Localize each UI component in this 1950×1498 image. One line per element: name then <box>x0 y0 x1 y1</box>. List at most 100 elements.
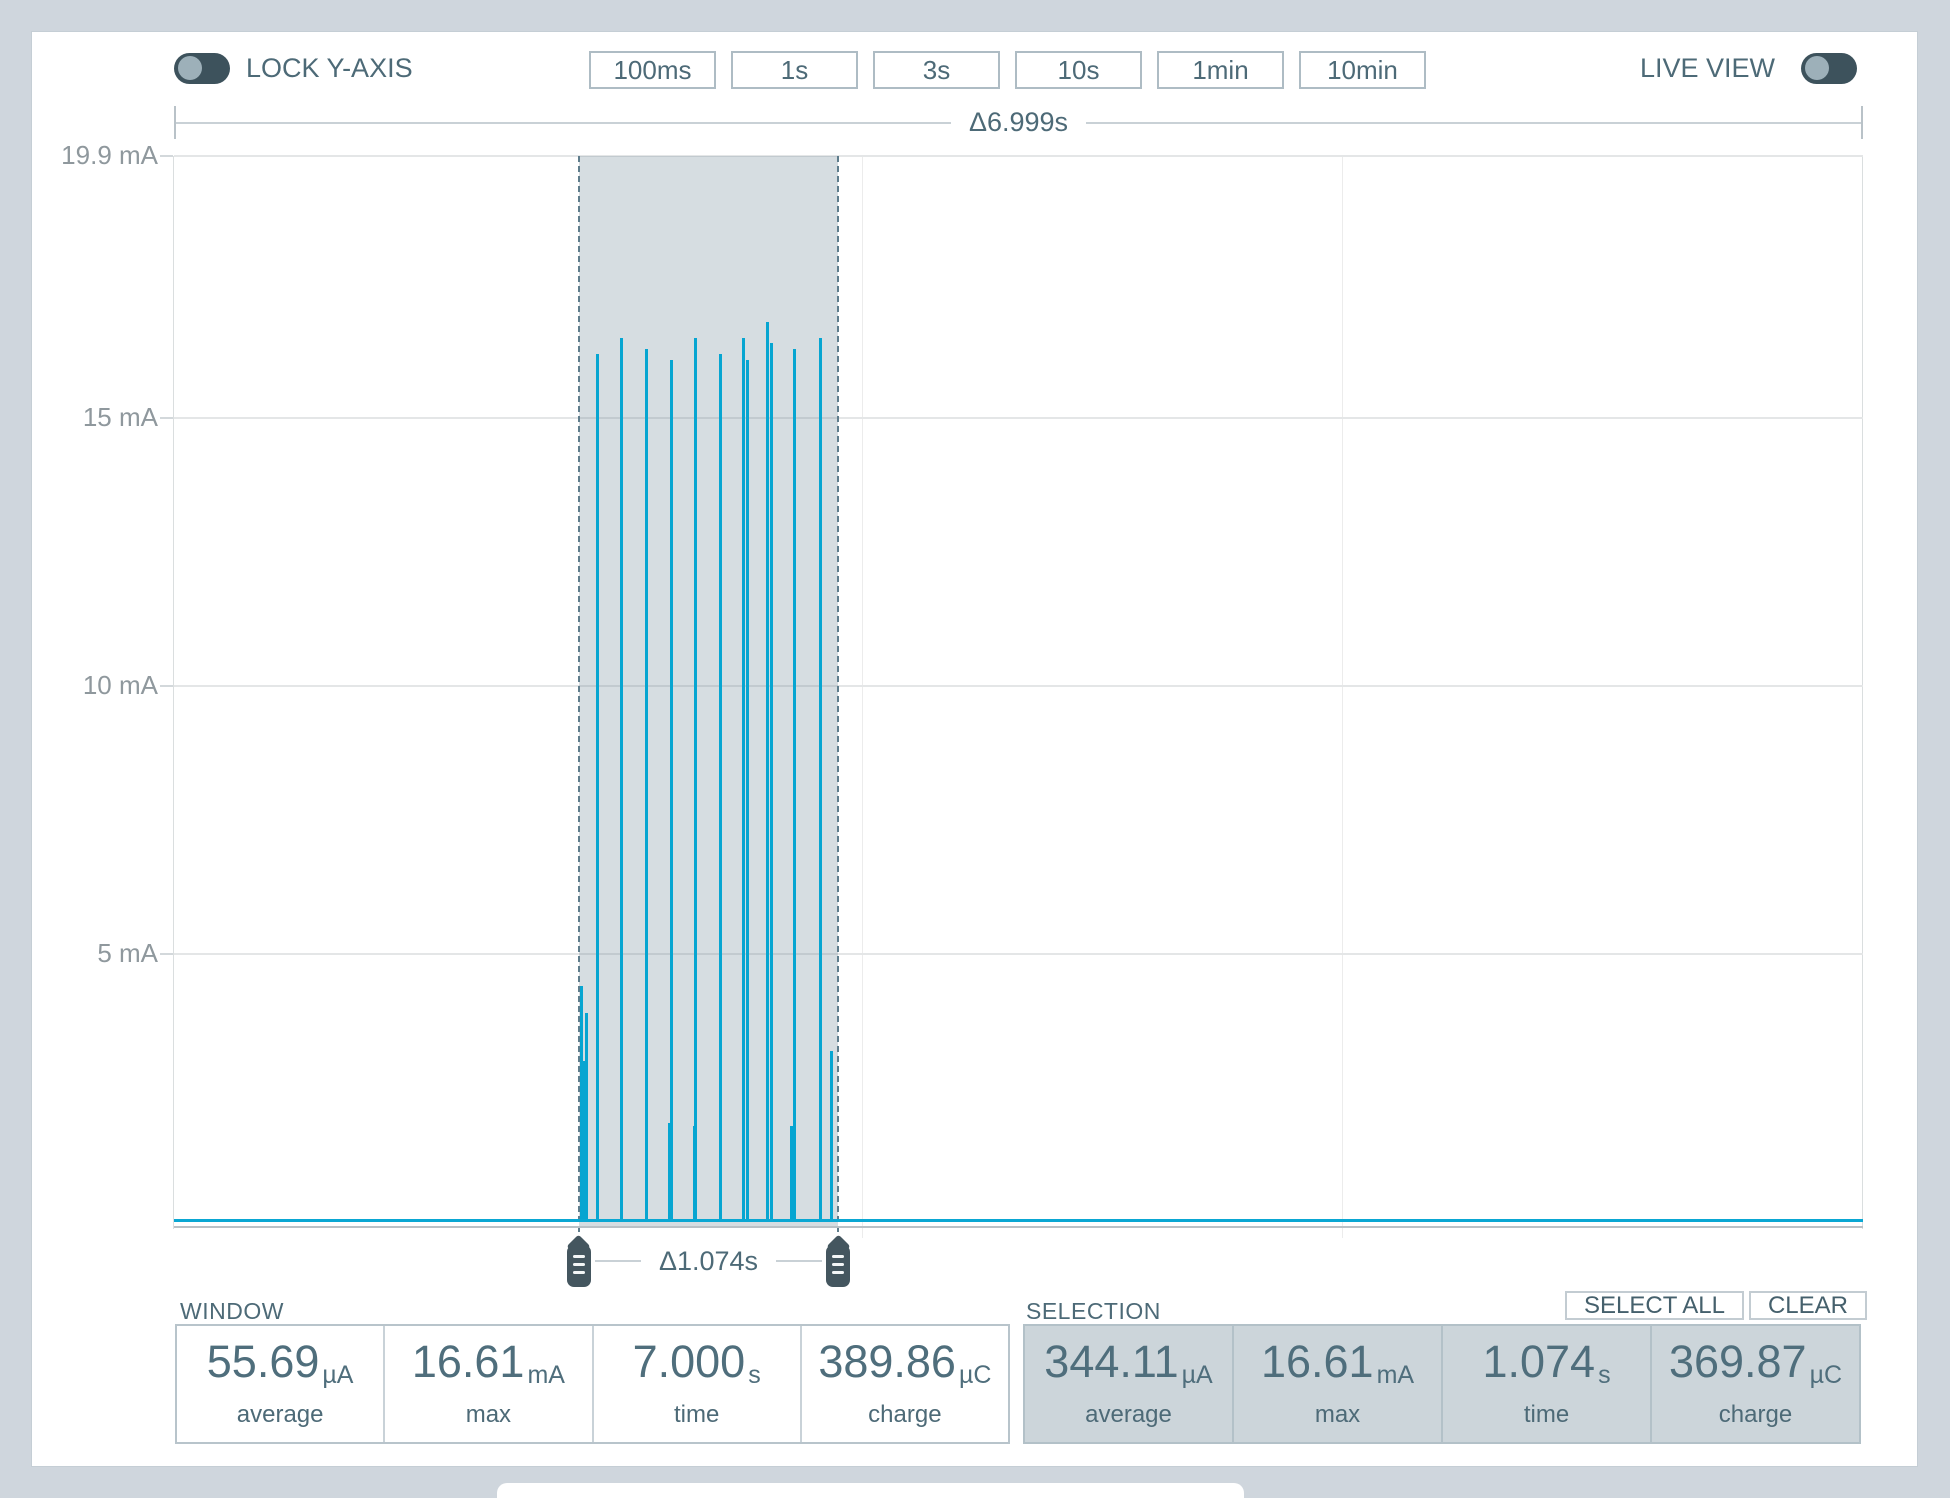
zoom-button-1min[interactable]: 1min <box>1157 51 1284 89</box>
stat-unit: s <box>1598 1361 1611 1389</box>
chart-panel: LOCK Y-AXIS 100ms 1s 3s 10s 1min 10min LIVE V… <box>31 31 1918 1467</box>
handle-grip-line <box>832 1255 845 1258</box>
stat-unit: s <box>748 1361 761 1389</box>
stat-caption: time <box>673 1401 720 1428</box>
stat-value: 1.074 s <box>1482 1339 1610 1392</box>
stat-value: 16.61 mA <box>412 1339 565 1392</box>
bottom-panel-peek[interactable] <box>497 1483 1244 1498</box>
horizontal-gridline <box>174 417 1863 420</box>
stat-cell-time: 1.074 s time <box>1443 1326 1652 1442</box>
y-axis-tick-label: 10 mA <box>82 670 158 701</box>
stat-caption: charge <box>868 1401 942 1428</box>
horizontal-gridline <box>174 685 1863 688</box>
current-spike <box>742 338 746 1222</box>
ruler-tick-left <box>174 106 176 139</box>
y-axis-tick-mark <box>160 953 173 956</box>
lock-y-axis-toggle[interactable] <box>174 53 230 84</box>
lock-y-axis-label: LOCK Y-AXIS <box>246 53 413 83</box>
y-axis-tick-label: 5 mA <box>97 938 158 969</box>
window-delta-label: Δ6.999s <box>968 107 1069 137</box>
stat-caption: charge <box>1718 1401 1793 1428</box>
horizontal-gridline <box>174 155 1863 157</box>
clear-button[interactable]: CLEAR <box>1748 1291 1867 1320</box>
stat-value: 389.86 µC <box>818 1339 991 1392</box>
selection-edge-right[interactable] <box>837 156 840 1232</box>
current-spike <box>585 1013 589 1222</box>
handle-body <box>566 1245 591 1287</box>
current-spike <box>792 348 796 1222</box>
zoom-button-100ms[interactable]: 100ms <box>589 51 716 89</box>
handle-grip-line <box>572 1271 585 1274</box>
select-all-button[interactable]: SELECT ALL <box>1564 1291 1744 1320</box>
stat-unit: µC <box>958 1361 992 1389</box>
y-axis-line <box>173 156 174 1229</box>
stat-caption: average <box>1085 1401 1172 1428</box>
selection-region[interactable] <box>578 156 839 1226</box>
current-spike <box>718 354 722 1222</box>
current-spike <box>829 1050 833 1222</box>
stat-value: 369.87 µC <box>1669 1339 1842 1392</box>
selection-delta-ruler: Δ1.074s <box>594 1235 823 1287</box>
handle-grip-line <box>572 1255 585 1258</box>
selection-handle-right[interactable] <box>826 1234 851 1287</box>
selection-action-buttons: SELECT ALL CLEAR <box>1564 1291 1867 1320</box>
y-axis-tick-label: 19.9 mA <box>61 140 158 170</box>
handle-grip-line <box>832 1263 845 1266</box>
stat-caption: time <box>1523 1401 1570 1428</box>
stat-unit: µC <box>1809 1361 1843 1389</box>
zoom-button-3s[interactable]: 3s <box>873 51 1000 89</box>
stat-unit: µA <box>322 1361 354 1389</box>
stat-unit: mA <box>1376 1361 1415 1389</box>
handle-grip-line <box>832 1271 845 1274</box>
ruler-line <box>1086 121 1862 124</box>
selection-stats-title: SELECTION <box>1026 1298 1161 1324</box>
stat-cell-time: 7.000 s time <box>594 1326 802 1442</box>
live-view-toggle[interactable] <box>1801 53 1857 84</box>
live-view-label: LIVE VIEW <box>1639 53 1775 83</box>
selection-edge-left[interactable] <box>577 156 580 1232</box>
ruler-line <box>776 1260 823 1262</box>
stat-value: 344.11 µA <box>1044 1339 1212 1392</box>
plot-right-border <box>1862 156 1863 1229</box>
current-spike <box>790 1125 794 1222</box>
handle-grip-line <box>572 1263 585 1266</box>
stat-cell-average: 344.11 µA average <box>1025 1326 1234 1442</box>
current-spike <box>668 1122 672 1222</box>
ruler-tick-right <box>1861 106 1864 139</box>
current-spike <box>818 338 822 1222</box>
stat-unit: µA <box>1181 1361 1213 1389</box>
current-spike <box>670 359 674 1222</box>
x-axis-line <box>174 1226 1863 1228</box>
current-spike <box>583 1061 587 1222</box>
stat-caption: max <box>465 1401 512 1428</box>
time-window-buttons: 100ms 1s 3s 10s 1min 10min <box>589 51 1426 89</box>
toggle-knob-icon <box>178 56 202 80</box>
stat-cell-average: 55.69 µA average <box>177 1326 386 1442</box>
current-spike <box>644 348 648 1222</box>
stat-cell-charge: 369.87 µC charge <box>1652 1326 1859 1442</box>
zoom-button-10s[interactable]: 10s <box>1015 51 1142 89</box>
baseline-current-trace <box>174 1219 1863 1222</box>
current-chart[interactable]: Δ1.074s <box>174 155 1863 1287</box>
window-delta-ruler: Δ6.999s <box>174 106 1864 139</box>
current-spike <box>619 338 623 1222</box>
current-spike <box>580 986 584 1222</box>
current-spike <box>746 359 750 1222</box>
selection-stats-box: 344.11 µA average 16.61 mA max 1.074 s time 369.8… <box>1023 1324 1861 1444</box>
stat-value: 16.61 mA <box>1261 1339 1414 1392</box>
current-spike <box>596 354 600 1222</box>
y-axis-tick-mark <box>160 155 173 157</box>
selection-handle-left[interactable] <box>566 1234 591 1287</box>
zoom-button-1s[interactable]: 1s <box>731 51 858 89</box>
zoom-button-10min[interactable]: 10min <box>1299 51 1426 89</box>
stat-cell-max: 16.61 mA max <box>1234 1326 1443 1442</box>
y-axis-tick-mark <box>160 685 173 688</box>
window-stats-title: WINDOW <box>180 1298 284 1324</box>
vertical-gridline <box>1341 156 1343 1238</box>
selection-delta-label: Δ1.074s <box>658 1245 759 1276</box>
stat-cell-charge: 389.86 µC charge <box>802 1326 1008 1442</box>
current-spike <box>770 343 774 1222</box>
stat-value: 55.69 µA <box>207 1339 354 1392</box>
ruler-line <box>176 121 951 124</box>
window-stats-box: 55.69 µA average 16.61 mA max 7.000 s time 389.86… <box>175 1324 1010 1444</box>
